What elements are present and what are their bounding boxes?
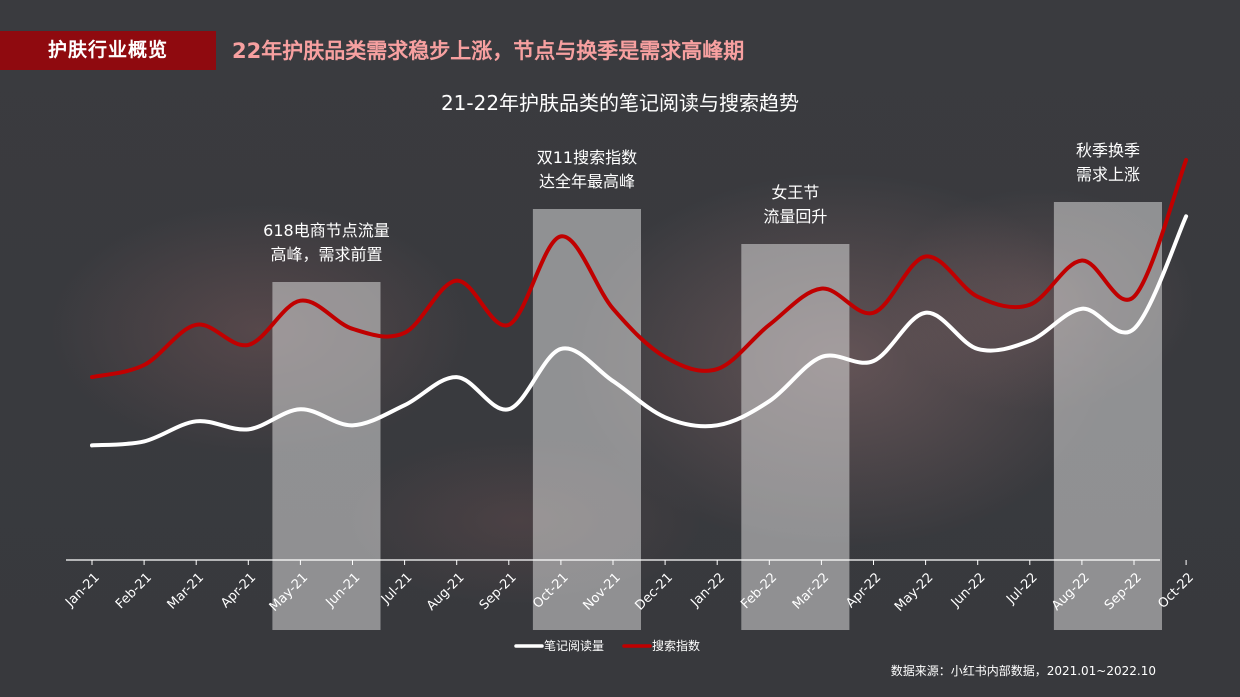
annotation-label: 618电商节点流量 <box>263 221 390 240</box>
x-tick-label: Jan-21 <box>62 570 103 611</box>
x-tick-label: Feb-21 <box>113 570 155 612</box>
highlight-band <box>741 244 850 630</box>
legend-label: 笔记阅读量 <box>544 638 604 653</box>
x-tick-label: Apr-22 <box>843 570 884 611</box>
x-tick-label: Mar-21 <box>165 570 207 612</box>
section-tag: 护肤行业概览 <box>0 31 216 70</box>
highlight-band <box>272 282 381 630</box>
x-tick-label: May-22 <box>892 570 936 614</box>
annotation-label: 需求上涨 <box>1076 165 1140 184</box>
data-source-note: 数据来源：小红书内部数据，2021.01~2022.10 <box>890 664 1156 678</box>
x-tick-label: Jan-22 <box>688 570 729 611</box>
series-line-search <box>90 158 1189 380</box>
highlight-band <box>1053 202 1162 630</box>
x-tick-label: Sep-21 <box>477 570 520 613</box>
x-tick-label: Apr-21 <box>218 570 259 611</box>
legend-label: 搜索指数 <box>652 638 700 653</box>
x-tick-label: Jul-21 <box>378 570 415 607</box>
annotation-label: 流量回升 <box>763 207 827 226</box>
annotation-label: 达全年最高峰 <box>539 172 635 191</box>
annotation-label: 秋季换季 <box>1076 141 1140 160</box>
x-tick-label: Jul-22 <box>1003 570 1040 607</box>
annotation-label: 双11搜索指数 <box>537 148 637 167</box>
annotation-label: 女王节 <box>771 183 819 202</box>
highlight-band <box>532 209 641 630</box>
headline: 22年护肤品类需求稳步上涨，节点与换季是需求高峰期 <box>232 39 745 63</box>
annotation-label: 高峰，需求前置 <box>270 245 382 264</box>
x-tick-label: Jun-22 <box>948 570 989 611</box>
x-tick-label: Aug-21 <box>424 570 468 614</box>
chart-title: 21-22年护肤品类的笔记阅读与搜索趋势 <box>440 91 800 115</box>
